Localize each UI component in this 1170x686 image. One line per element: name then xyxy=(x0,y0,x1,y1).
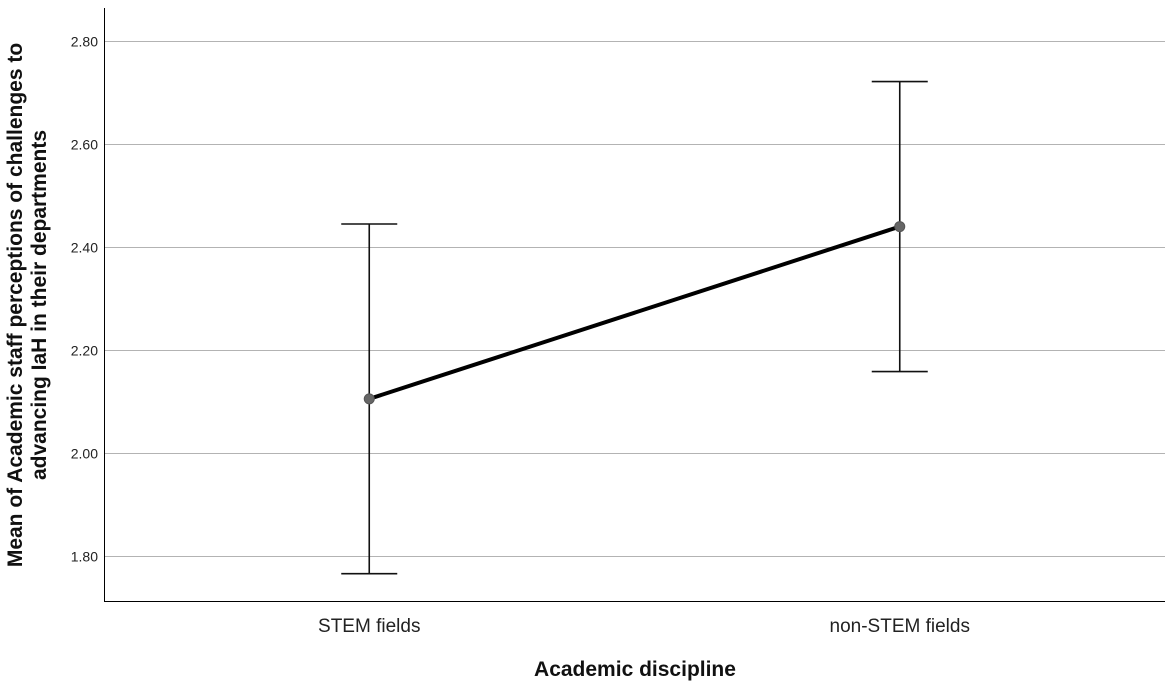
y-tick-labels: 1.80 2.00 2.20 2.40 2.60 2.80 xyxy=(71,34,98,565)
x-tick-label: STEM fields xyxy=(318,616,420,637)
data-point xyxy=(894,221,906,233)
data-point xyxy=(363,393,375,405)
x-tick-labels: STEM fields non-STEM fields xyxy=(318,616,970,637)
y-axis-title-line-2: advancing IaH in their departments xyxy=(28,130,51,480)
y-tick-label: 2.80 xyxy=(71,34,98,50)
gridlines xyxy=(104,41,1165,557)
series-line xyxy=(368,224,901,401)
y-tick-label: 2.20 xyxy=(71,343,98,359)
x-axis-title: Academic discipline xyxy=(534,658,736,681)
y-tick-label: 1.80 xyxy=(71,549,98,565)
y-axis-title-line-1: Mean of Academic staff perceptions of ch… xyxy=(4,43,27,567)
y-axis-title: Mean of Academic staff perceptions of ch… xyxy=(4,43,51,567)
series xyxy=(341,80,928,575)
x-tick-label: non-STEM fields xyxy=(830,616,970,637)
axes xyxy=(104,8,1165,602)
y-tick-label: 2.60 xyxy=(71,137,98,153)
y-tick-label: 2.40 xyxy=(71,240,98,256)
y-tick-label: 2.00 xyxy=(71,446,98,462)
